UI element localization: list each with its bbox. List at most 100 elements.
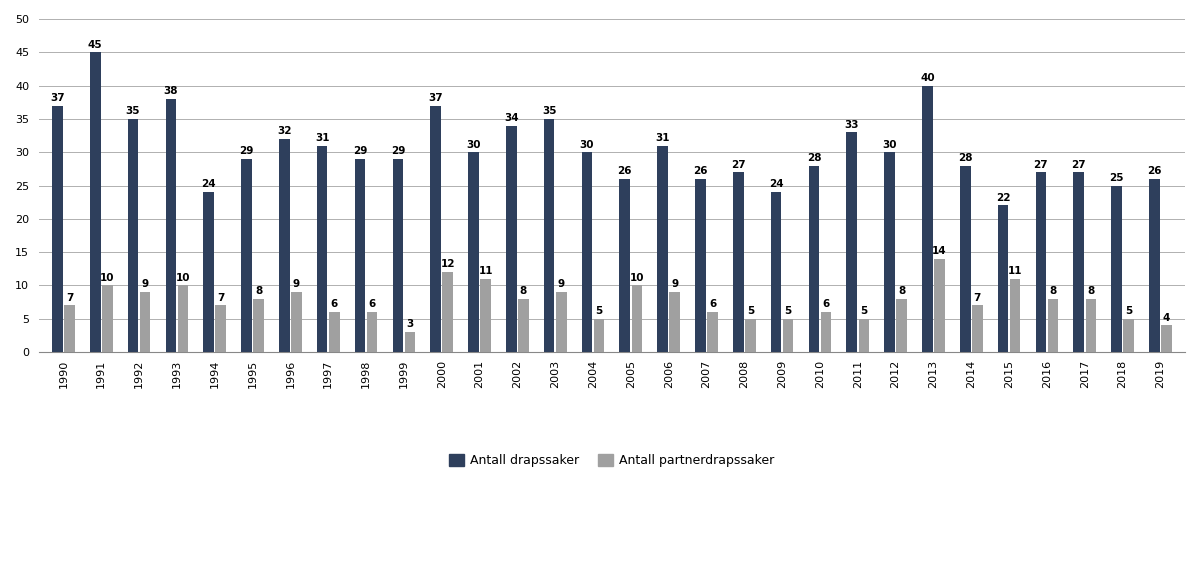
Bar <box>960 166 971 352</box>
Text: 29: 29 <box>353 146 367 156</box>
Text: 31: 31 <box>314 133 330 143</box>
Text: 26: 26 <box>694 166 708 176</box>
Bar <box>972 305 983 352</box>
Text: 6: 6 <box>368 300 376 309</box>
Bar <box>404 332 415 352</box>
Bar <box>745 319 756 352</box>
Text: 9: 9 <box>671 279 678 289</box>
Text: 6: 6 <box>709 300 716 309</box>
Bar <box>367 312 377 352</box>
Text: 6: 6 <box>822 300 829 309</box>
Text: 7: 7 <box>66 293 73 302</box>
Text: 40: 40 <box>920 73 935 83</box>
Bar <box>858 319 869 352</box>
Bar <box>355 159 365 352</box>
Bar <box>518 299 529 352</box>
Bar <box>102 285 113 352</box>
Bar <box>695 179 706 352</box>
Text: 8: 8 <box>1049 286 1057 296</box>
Text: 8: 8 <box>254 286 263 296</box>
Text: 9: 9 <box>558 279 565 289</box>
Text: 30: 30 <box>580 140 594 150</box>
Bar <box>770 192 781 352</box>
Text: 27: 27 <box>1072 159 1086 170</box>
Bar <box>329 312 340 352</box>
Legend: Antall drapssaker, Antall partnerdrapssaker: Antall drapssaker, Antall partnerdrapssa… <box>444 449 780 472</box>
Text: 11: 11 <box>479 266 493 276</box>
Text: 38: 38 <box>163 86 178 96</box>
Text: 9: 9 <box>142 279 149 289</box>
Bar <box>52 106 62 352</box>
Bar <box>280 139 289 352</box>
Text: 31: 31 <box>655 133 670 143</box>
Text: 33: 33 <box>845 120 859 129</box>
Text: 22: 22 <box>996 193 1010 203</box>
Bar <box>809 166 820 352</box>
Text: 9: 9 <box>293 279 300 289</box>
Text: 8: 8 <box>1087 286 1094 296</box>
Bar <box>1150 179 1159 352</box>
Bar <box>392 159 403 352</box>
Bar <box>922 86 932 352</box>
Bar <box>127 119 138 352</box>
Text: 5: 5 <box>860 306 868 316</box>
Bar <box>544 119 554 352</box>
Text: 10: 10 <box>630 273 644 283</box>
Text: 3: 3 <box>407 319 414 329</box>
Bar <box>884 152 895 352</box>
Bar <box>140 292 150 352</box>
Bar <box>935 259 944 352</box>
Bar <box>733 172 744 352</box>
Bar <box>443 272 454 352</box>
Bar <box>1036 172 1046 352</box>
Bar <box>166 99 176 352</box>
Bar <box>1111 186 1122 352</box>
Bar <box>582 152 593 352</box>
Text: 32: 32 <box>277 126 292 136</box>
Bar <box>1074 172 1084 352</box>
Text: 27: 27 <box>731 159 745 170</box>
Text: 37: 37 <box>50 93 65 103</box>
Bar <box>253 299 264 352</box>
Text: 30: 30 <box>467 140 481 150</box>
Text: 26: 26 <box>1147 166 1162 176</box>
Text: 14: 14 <box>932 246 947 256</box>
Text: 4: 4 <box>1163 313 1170 323</box>
Bar <box>846 132 857 352</box>
Bar <box>619 179 630 352</box>
Text: 24: 24 <box>202 179 216 190</box>
Text: 5: 5 <box>1126 306 1133 316</box>
Text: 6: 6 <box>331 300 338 309</box>
Bar <box>556 292 566 352</box>
Bar <box>896 299 907 352</box>
Bar <box>178 285 188 352</box>
Text: 30: 30 <box>882 140 896 150</box>
Text: 28: 28 <box>958 153 972 163</box>
Text: 28: 28 <box>806 153 821 163</box>
Text: 12: 12 <box>440 259 455 270</box>
Text: 29: 29 <box>391 146 406 156</box>
Text: 5: 5 <box>785 306 792 316</box>
Bar <box>1123 319 1134 352</box>
Bar <box>1010 279 1020 352</box>
Bar <box>317 145 328 352</box>
Text: 27: 27 <box>1033 159 1048 170</box>
Text: 37: 37 <box>428 93 443 103</box>
Text: 10: 10 <box>175 273 191 283</box>
Bar <box>782 319 793 352</box>
Text: 35: 35 <box>542 106 557 116</box>
Text: 34: 34 <box>504 113 518 123</box>
Text: 5: 5 <box>595 306 602 316</box>
Bar <box>64 305 74 352</box>
Bar <box>1162 325 1171 352</box>
Bar <box>631 285 642 352</box>
Bar <box>997 205 1008 352</box>
Bar <box>292 292 301 352</box>
Text: 24: 24 <box>769 179 784 190</box>
Text: 8: 8 <box>898 286 905 296</box>
Bar <box>707 312 718 352</box>
Bar <box>1048 299 1058 352</box>
Bar <box>203 192 214 352</box>
Text: 25: 25 <box>1109 173 1123 183</box>
Bar <box>216 305 226 352</box>
